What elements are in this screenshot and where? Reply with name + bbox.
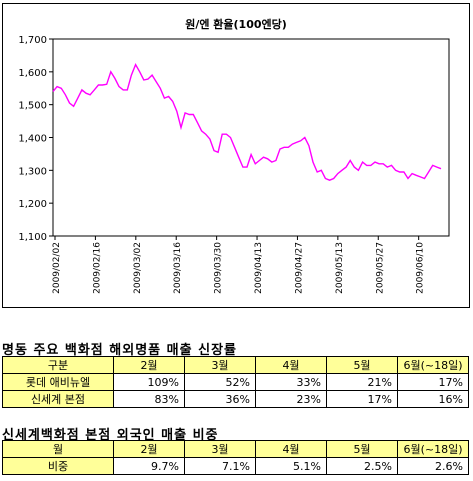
x-tick-label: 2009/03/02 [133,242,143,294]
y-tick-label: 1,700 [18,35,47,46]
table-header-cell: 2월 [113,440,185,458]
table-cell: 16% [397,390,469,408]
row-label: 롯데 애비뉴엘 [2,373,114,391]
table-cell: 83% [113,390,185,408]
x-tick-label: 2009/06/10 [416,242,426,294]
exchange-rate-chart: 원/엔 환율(100엔당) 1,700 1,600 1,500 1,400 1,300 1… [18,17,450,294]
x-tick-label: 2009/05/13 [335,242,345,294]
table-cell: 17% [326,390,398,408]
table-header-cell: 월 [2,440,114,458]
table-row: 신세계 본점 83% 36% 23% 17% 16% [2,390,469,408]
y-tick-label: 1,200 [18,199,47,210]
table-header-cell: 5월 [326,356,398,374]
table-header-cell: 4월 [255,440,327,458]
table-header-row: 월 2월 3월 4월 5월 6월(~18일) [2,440,469,458]
x-tick-label: 2009/02/02 [52,242,62,294]
x-tick-label: 2009/05/27 [375,242,385,294]
table-header-cell: 3월 [184,440,256,458]
row-label: 신세계 본점 [2,390,114,408]
series-line [52,62,442,181]
foreign-sales-share-table: 월 2월 3월 4월 5월 6월(~18일) 비중 9.7% 7.1% 5.1%… [2,440,469,475]
plot-frame [52,38,450,237]
chart-title: 원/엔 환율(100엔당) [185,17,287,31]
y-tick-label: 1,400 [18,134,47,145]
table-cell: 109% [113,373,185,391]
x-tick-label: 2009/02/16 [92,242,102,294]
y-tick-label: 1,100 [18,232,47,243]
x-tick-label: 2009/03/30 [214,242,224,294]
y-tick-label: 1,300 [18,166,47,177]
chart-panel: 원/엔 환율(100엔당) 1,700 1,600 1,500 1,400 1,300 1… [2,3,470,308]
x-tick-label: 2009/03/16 [173,242,183,294]
table-header-cell: 3월 [184,356,256,374]
table-cell: 9.7% [113,457,185,475]
table-row: 롯데 애비뉴엘 109% 52% 33% 21% 17% [2,373,469,391]
row-label: 비중 [2,457,114,475]
brand-sales-growth-table: 구분 2월 3월 4월 5월 6월(~18일) 롯데 애비뉴엘 109% 52%… [2,356,469,408]
table-header-cell: 5월 [326,440,398,458]
y-tick-label: 1,500 [18,101,47,112]
table1-title: 명동 주요 백화점 해외명품 매출 신장률 [2,343,237,358]
table-cell: 23% [255,390,327,408]
table-row: 비중 9.7% 7.1% 5.1% 2.5% 2.6% [2,457,469,475]
table-header-cell: 구분 [2,356,114,374]
table-cell: 36% [184,390,256,408]
x-tick-label: 2009/04/27 [294,242,304,294]
table-cell: 17% [397,373,469,391]
table-cell: 2.6% [397,457,469,475]
table-cell: 33% [255,373,327,391]
table-cell: 52% [184,373,256,391]
table-header-cell: 4월 [255,356,327,374]
table-cell: 21% [326,373,398,391]
x-tick-label: 2009/04/13 [254,242,264,294]
table-header-cell: 6월(~18일) [397,440,469,458]
table-header-cell: 2월 [113,356,185,374]
table-header-cell: 6월(~18일) [397,356,469,374]
table-cell: 5.1% [255,457,327,475]
table-cell: 7.1% [184,457,256,475]
table-cell: 2.5% [326,457,398,475]
table2-title: 신세계백화점 본점 외국인 매출 비중 [2,428,219,443]
y-tick-label: 1,600 [18,68,47,79]
table-header-row: 구분 2월 3월 4월 5월 6월(~18일) [2,356,469,374]
